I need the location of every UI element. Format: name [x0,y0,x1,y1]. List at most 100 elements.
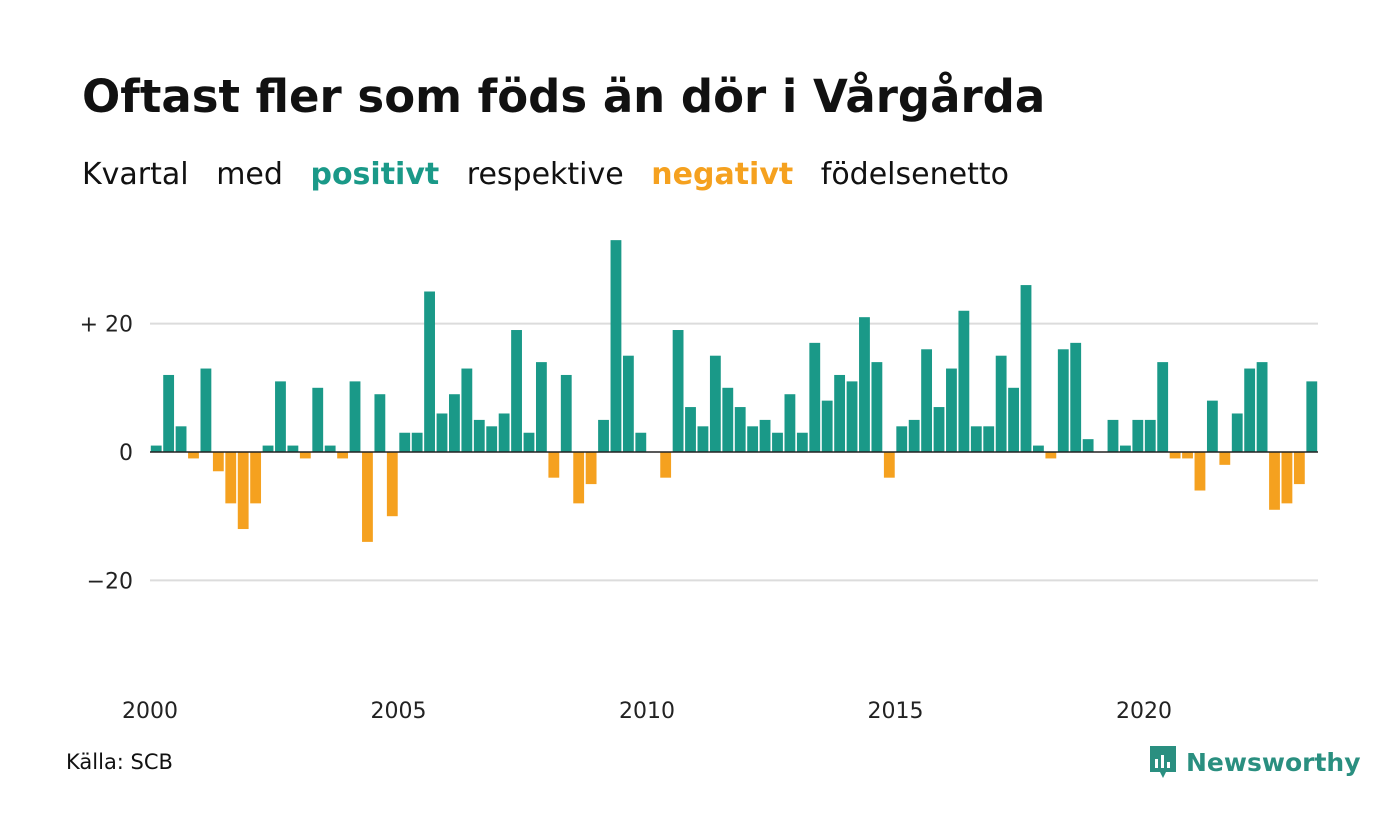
bar-positive [1033,445,1044,452]
bar-positive [908,419,920,452]
bar-positive [846,381,858,452]
bar-positive [1306,381,1318,452]
subtitle-word-med: med [216,157,283,192]
bar-positive [946,368,957,452]
bar-positive [834,374,846,452]
bar-positive [784,394,796,452]
bar-negative [1194,452,1206,491]
newsworthy-logo-icon [1150,746,1176,778]
chart-subtitle: Kvartal med positivt respektive negativt… [82,157,1027,192]
bar-positive [349,381,361,452]
y-tick-label: + 20 [80,313,133,338]
bar-positive [523,432,535,452]
y-tick-label: 0 [119,441,133,466]
bar-positive [933,407,945,452]
subtitle-word-fodelsenetto: födelsenetto [820,157,1009,192]
bar-negative [188,452,199,459]
bar-positive [399,432,411,452]
bar-negative [1281,452,1293,504]
x-tick-label: 2020 [1116,699,1172,724]
bar-positive [1070,342,1082,452]
bar-positive [560,374,572,452]
bar-positive [374,394,386,452]
bar-positive [734,407,746,452]
bar-positive [1132,419,1144,452]
bar-positive [722,387,734,452]
x-tick-label: 2015 [868,699,924,724]
bars [150,240,1318,542]
subtitle-positive-word: positivt [310,157,440,192]
bar-negative [362,452,373,542]
bar-positive [796,432,808,452]
bar-positive [411,432,423,452]
bar-positive [995,355,1007,452]
bar-negative [1219,452,1231,465]
bar-positive [1008,387,1019,452]
bar-positive [772,432,783,452]
bar-positive [1020,285,1032,452]
subtitle-word-respektive: respektive [466,157,624,192]
bar-negative [250,452,262,504]
bar-positive [1231,413,1243,452]
bar-positive [1206,400,1218,452]
bar-negative [1182,452,1193,459]
bar-negative [883,452,895,478]
bar-positive [672,330,684,452]
bar-negative [225,452,237,504]
bar-positive [262,445,274,452]
bar-negative [548,452,560,478]
bar-positive [287,445,299,452]
bar-negative [660,452,672,478]
bar-negative [1169,452,1181,459]
bar-positive [449,394,460,452]
brand-name: Newsworthy [1186,747,1361,777]
subtitle-negative-word: negativt [651,157,794,192]
bar-positive [312,387,324,452]
bar-positive [970,426,982,452]
bar-positive [958,310,970,452]
bar-positive [821,400,833,452]
brand-logo[interactable]: Newsworthy [1148,744,1361,780]
bar-positive [896,426,908,452]
bar-positive [598,419,609,452]
bar-positive [1157,362,1169,452]
gridlines [150,322,1318,582]
bar-positive [871,362,883,452]
bar-positive [436,413,448,452]
bar-positive [200,368,212,452]
bar-positive [163,374,175,452]
bar-positive [921,349,933,452]
bar-positive [461,368,473,452]
bar-positive [175,426,187,452]
bar-positive [1082,439,1094,452]
bar-negative [1045,452,1057,459]
bar-positive [1119,445,1131,452]
axes: + 20 0 −20 2000 2005 2010 2015 2020 [80,313,1318,724]
bar-positive [1057,349,1069,452]
bar-negative [1269,452,1280,510]
bar-chart: + 20 0 −20 2000 2005 2010 2015 2020 [80,240,1318,724]
bar-positive [1256,362,1268,452]
bar-positive [1144,419,1156,452]
chart-title: Oftast fler som föds än dör i Vårgårda [82,70,1046,123]
y-tick-label: −20 [87,569,133,594]
bar-positive [1107,419,1119,452]
bar-negative [573,452,585,504]
bar-positive [275,381,286,452]
bar-negative [237,452,249,530]
bar-positive [809,342,821,452]
bar-negative [585,452,597,485]
bar-negative [299,452,311,459]
bar-positive [610,240,622,452]
bar-positive [747,426,759,452]
bar-positive [685,407,696,452]
bar-positive [983,426,995,452]
bar-negative [386,452,398,517]
bar-positive [635,432,647,452]
x-tick-label: 2010 [619,699,675,724]
bar-positive [859,317,870,452]
bar-positive [1244,368,1256,452]
bar-negative [337,452,349,459]
subtitle-word-kvartal: Kvartal [82,157,189,192]
bar-negative [1293,452,1305,485]
